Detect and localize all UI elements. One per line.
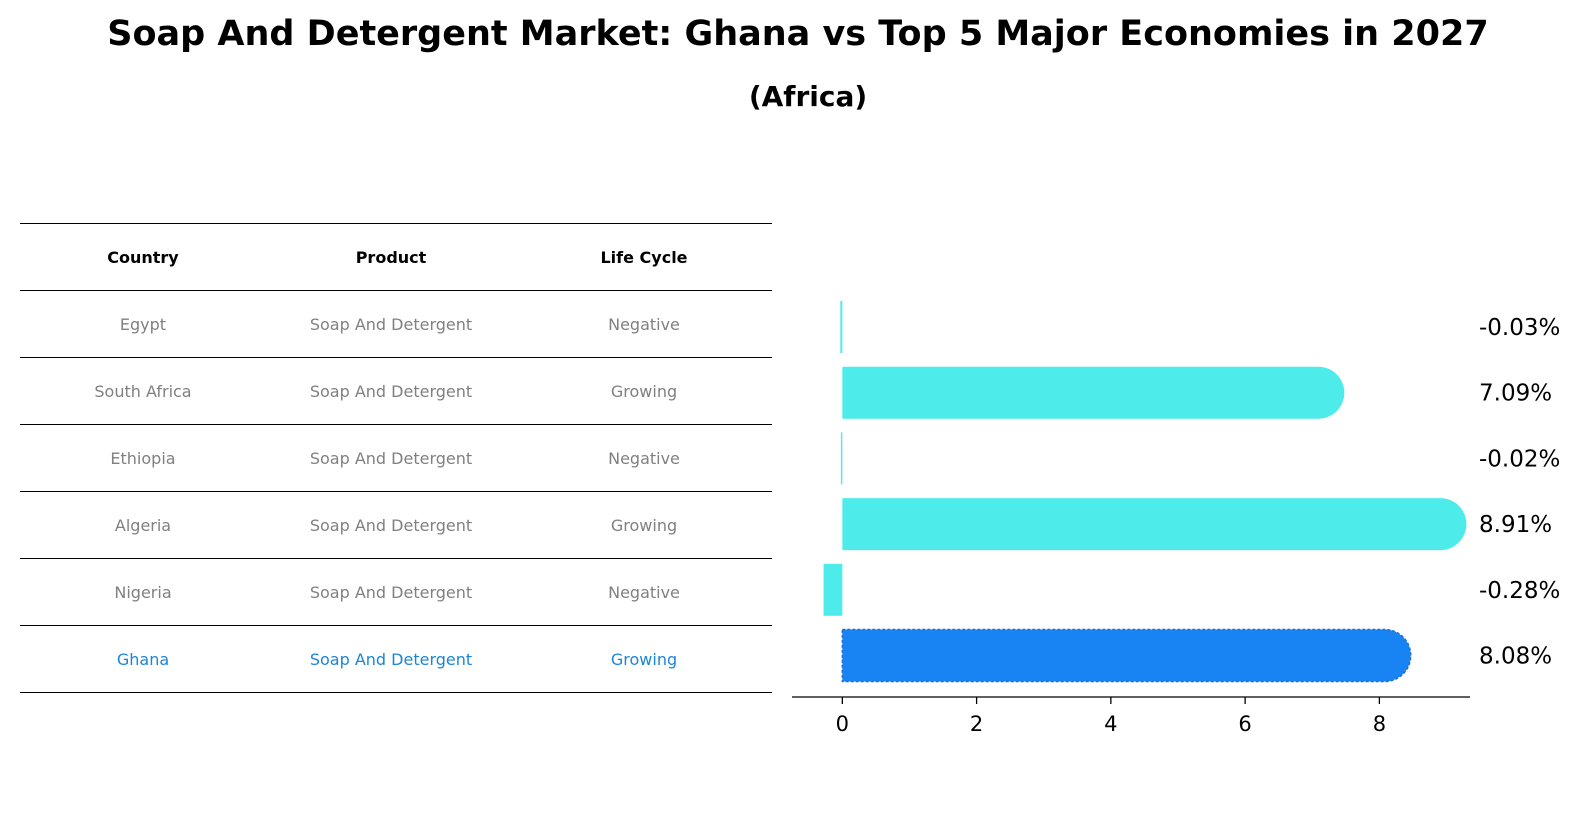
row-product: Soap And Detergent: [266, 357, 516, 425]
bar-ethiopia: [840, 432, 843, 485]
row-life-cycle: Negative: [516, 290, 772, 358]
life-cycle-table: Country Product Life Cycle Egypt Soap An…: [20, 223, 772, 693]
row-country: South Africa: [20, 357, 266, 425]
value-label-ethiopia: -0.02%: [1479, 446, 1560, 472]
x-tick-label: 4: [1104, 712, 1117, 736]
value-label-algeria: 8.91%: [1479, 512, 1552, 538]
table-row-highlight: Ghana Soap And Detergent Growing: [20, 625, 772, 693]
table-row: Egypt Soap And Detergent Negative: [20, 290, 772, 358]
x-tick-label: 0: [836, 712, 849, 736]
row-life-cycle: Negative: [516, 558, 772, 626]
row-country: Nigeria: [20, 558, 266, 626]
table-row: Nigeria Soap And Detergent Negative: [20, 558, 772, 626]
x-tick-label: 8: [1373, 712, 1386, 736]
row-life-cycle: Growing: [516, 625, 772, 693]
table-header-row: Country Product Life Cycle: [20, 223, 772, 291]
row-country: Egypt: [20, 290, 266, 358]
row-product: Soap And Detergent: [266, 625, 516, 693]
row-country: Ethiopia: [20, 424, 266, 492]
row-life-cycle: Growing: [516, 491, 772, 559]
row-product: Soap And Detergent: [266, 290, 516, 358]
table-row: Ethiopia Soap And Detergent Negative: [20, 424, 772, 492]
chart-title: Soap And Detergent Market: Ghana vs Top …: [107, 14, 1489, 54]
bar-nigeria: [823, 563, 843, 616]
row-life-cycle: Growing: [516, 357, 772, 425]
chart-subtitle: (Africa): [748, 80, 868, 113]
header-product: Product: [266, 223, 516, 291]
value-label-egypt: -0.03%: [1479, 315, 1560, 341]
row-life-cycle: Negative: [516, 424, 772, 492]
bar-algeria: [842, 498, 1467, 551]
row-country: Algeria: [20, 491, 266, 559]
x-tick-label: 2: [970, 712, 983, 736]
value-label-ghana: 8.08%: [1479, 644, 1552, 670]
row-product: Soap And Detergent: [266, 491, 516, 559]
bar-egypt: [840, 301, 843, 353]
table-row: Algeria Soap And Detergent Growing: [20, 491, 772, 559]
row-product: Soap And Detergent: [266, 424, 516, 492]
value-label-south-africa: 7.09%: [1479, 381, 1552, 407]
x-tick-label: 6: [1238, 712, 1251, 736]
value-label-nigeria: -0.28%: [1479, 578, 1560, 604]
header-life-cycle: Life Cycle: [516, 223, 772, 291]
table-row: South Africa Soap And Detergent Growing: [20, 357, 772, 425]
header-country: Country: [20, 223, 266, 291]
bar-south-africa: [842, 366, 1345, 419]
bar-ghana: [841, 628, 1412, 683]
row-country: Ghana: [20, 625, 266, 693]
